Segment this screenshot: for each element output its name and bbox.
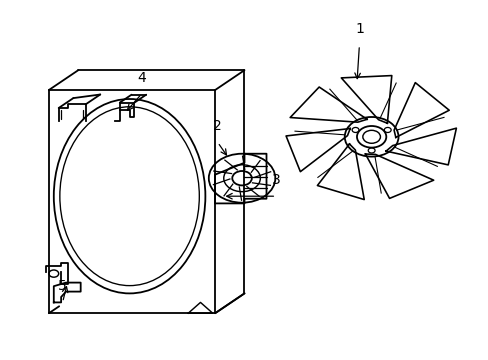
Text: 4: 4 — [137, 71, 146, 85]
Text: 5: 5 — [58, 279, 67, 293]
Text: 3: 3 — [271, 173, 280, 187]
Text: 1: 1 — [354, 22, 363, 36]
Text: 2: 2 — [213, 119, 222, 133]
